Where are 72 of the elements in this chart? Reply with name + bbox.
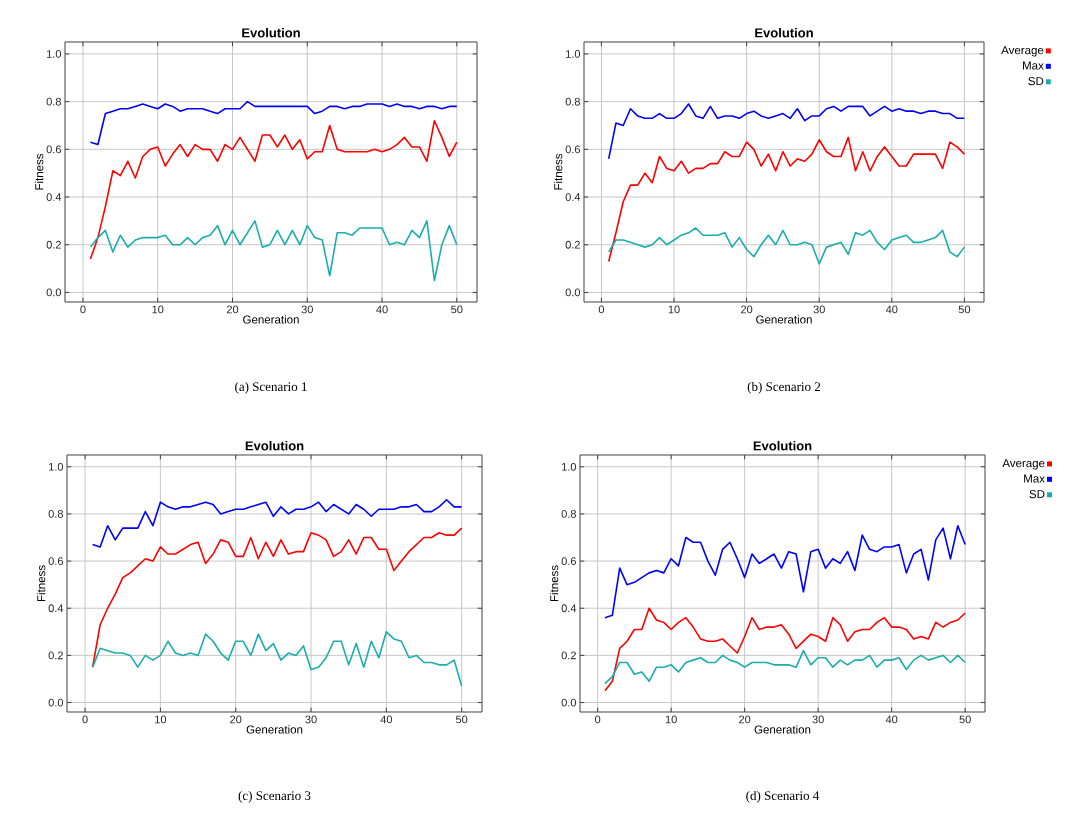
y-tick-label: 0.0: [48, 698, 64, 707]
x-tick-label: 0: [595, 715, 601, 724]
text: (d) Scenario 4: [746, 790, 820, 803]
x-tick-label: 30: [305, 715, 317, 724]
legend-label: Average: [1001, 46, 1044, 57]
x-tick-label: 40: [885, 715, 898, 724]
chart-title: Evolution: [242, 27, 300, 38]
line-series: [91, 631, 463, 687]
y-tick-label: 0.8: [561, 510, 576, 518]
x-tick-label: 40: [885, 305, 898, 314]
legend-label: SD: [1028, 77, 1044, 86]
y-axis-title: Fitness: [553, 153, 563, 190]
y-axis-title: Fitness: [549, 565, 559, 602]
x-tick-label: 50: [959, 715, 971, 724]
x-tick-label: 20: [741, 305, 753, 314]
x-tick-label: 0: [598, 305, 605, 314]
x-tick-label: 10: [155, 715, 167, 724]
x-tick-label: 30: [812, 715, 824, 724]
y-tick-label: 0.6: [46, 145, 61, 154]
chart-title: Evolution: [753, 440, 812, 451]
x-tick-label: 10: [665, 715, 677, 724]
x-tick-label: 30: [813, 305, 825, 314]
y-tick-label: 1.0: [562, 462, 577, 471]
y-tick-label: 0.2: [48, 651, 63, 660]
x-tick-label: 20: [739, 715, 751, 724]
y-tick-label: 0.2: [565, 240, 580, 249]
x-tick-label: 50: [958, 305, 971, 314]
y-tick-label: 0.6: [561, 557, 576, 565]
y-tick-label: 1.0: [49, 462, 64, 471]
x-tick-label: 50: [451, 305, 463, 314]
x-tick-label: 20: [226, 305, 239, 314]
x-tick-label: 30: [301, 305, 313, 314]
y-tick-label: 0.2: [46, 240, 61, 249]
line-series: [604, 524, 966, 619]
y-tick-label: 1.0: [566, 50, 581, 58]
x-axis-title: Generation: [754, 725, 811, 734]
legend-label: SD: [1029, 490, 1045, 499]
y-axis-title: Fitness: [36, 565, 46, 602]
y-tick-label: 0.6: [565, 145, 580, 154]
y-tick-label: 0.8: [46, 97, 61, 106]
x-tick-label: 0: [82, 715, 88, 724]
y-tick-label: 0.8: [565, 97, 580, 106]
y-tick-label: 0.0: [46, 288, 62, 297]
y-tick-label: 1.0: [47, 50, 62, 58]
y-tick-label: 0.0: [561, 698, 577, 707]
legend-label: Max: [1023, 61, 1044, 70]
y-axis-title: Fitness: [34, 153, 44, 190]
y-tick-label: 0.4: [561, 604, 577, 613]
x-tick-label: 10: [668, 305, 680, 314]
y-tick-label: 0.0: [565, 288, 581, 297]
chart-title: Evolution: [245, 440, 304, 451]
x-axis-title: Generation: [246, 725, 303, 734]
y-tick-label: 0.8: [48, 510, 63, 518]
x-axis-title: Generation: [243, 315, 299, 324]
text: (b) Scenario 2: [747, 381, 821, 394]
legend-label: Max: [1024, 474, 1045, 483]
y-tick-label: 0.4: [565, 193, 581, 201]
legend-label: Average: [1002, 459, 1045, 470]
x-tick-label: 0: [80, 305, 86, 314]
x-axis-title: Generation: [756, 315, 812, 324]
x-tick-label: 40: [380, 715, 393, 724]
x-tick-label: 10: [152, 305, 164, 314]
x-tick-label: 20: [230, 715, 242, 724]
text: (c) Scenario 3: [238, 790, 311, 803]
x-tick-label: 50: [455, 715, 468, 724]
y-tick-label: 0.4: [48, 604, 64, 613]
chart-title: Evolution: [755, 27, 813, 38]
x-tick-label: 40: [376, 305, 388, 314]
text: (a) Scenario 1: [235, 381, 307, 394]
y-tick-label: 0.6: [48, 557, 63, 565]
y-tick-label: 0.4: [46, 193, 62, 201]
y-tick-label: 0.2: [561, 651, 576, 660]
